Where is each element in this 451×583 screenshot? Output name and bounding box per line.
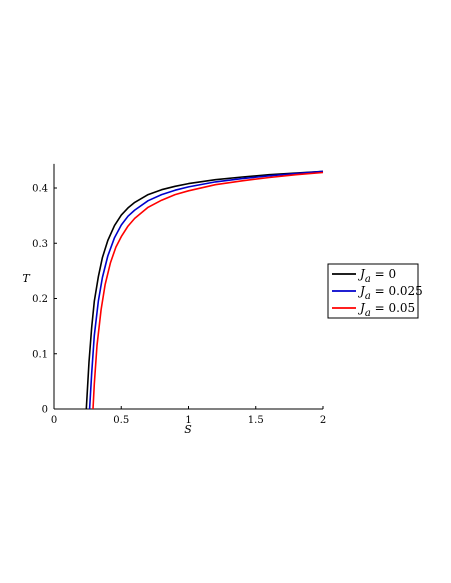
x-axis-label: S xyxy=(184,423,192,436)
legend-subscript: a xyxy=(365,308,371,319)
y-tick-label: 0.4 xyxy=(32,184,48,195)
legend-label-1: Ja = 0.025 xyxy=(357,284,423,302)
series-line-0 xyxy=(85,170,324,410)
x-tick-label: 0.5 xyxy=(113,415,129,426)
legend-value: = 0.05 xyxy=(371,301,415,315)
legend-symbol: J xyxy=(357,301,366,315)
y-ticks: 0 0.1 0.2 0.3 0.4 xyxy=(32,184,57,416)
plot-area xyxy=(85,170,324,410)
legend-value: = 0 xyxy=(371,267,396,281)
y-tick-label: 0 xyxy=(42,405,48,416)
y-tick-label: 0.2 xyxy=(32,294,48,305)
series-line-2 xyxy=(92,171,324,410)
legend-label-0: Ja = 0 xyxy=(357,267,396,285)
y-axis-label: T xyxy=(22,272,31,285)
x-tick-label: 0 xyxy=(51,415,57,426)
y-tick-label: 0.3 xyxy=(32,239,48,250)
y-tick-label: 0.1 xyxy=(32,349,48,360)
legend-value: = 0.025 xyxy=(371,284,423,298)
legend-symbol: J xyxy=(357,267,366,281)
legend-subscript: a xyxy=(365,274,371,285)
x-tick-label: 1.5 xyxy=(248,415,264,426)
legend-symbol: J xyxy=(357,284,366,298)
legend-label-2: Ja = 0.05 xyxy=(357,301,415,319)
legend-subscript: a xyxy=(365,291,371,302)
x-tick-label: 2 xyxy=(320,415,326,426)
x-tick-label: 1 xyxy=(185,415,191,426)
series-line-1 xyxy=(88,170,324,410)
